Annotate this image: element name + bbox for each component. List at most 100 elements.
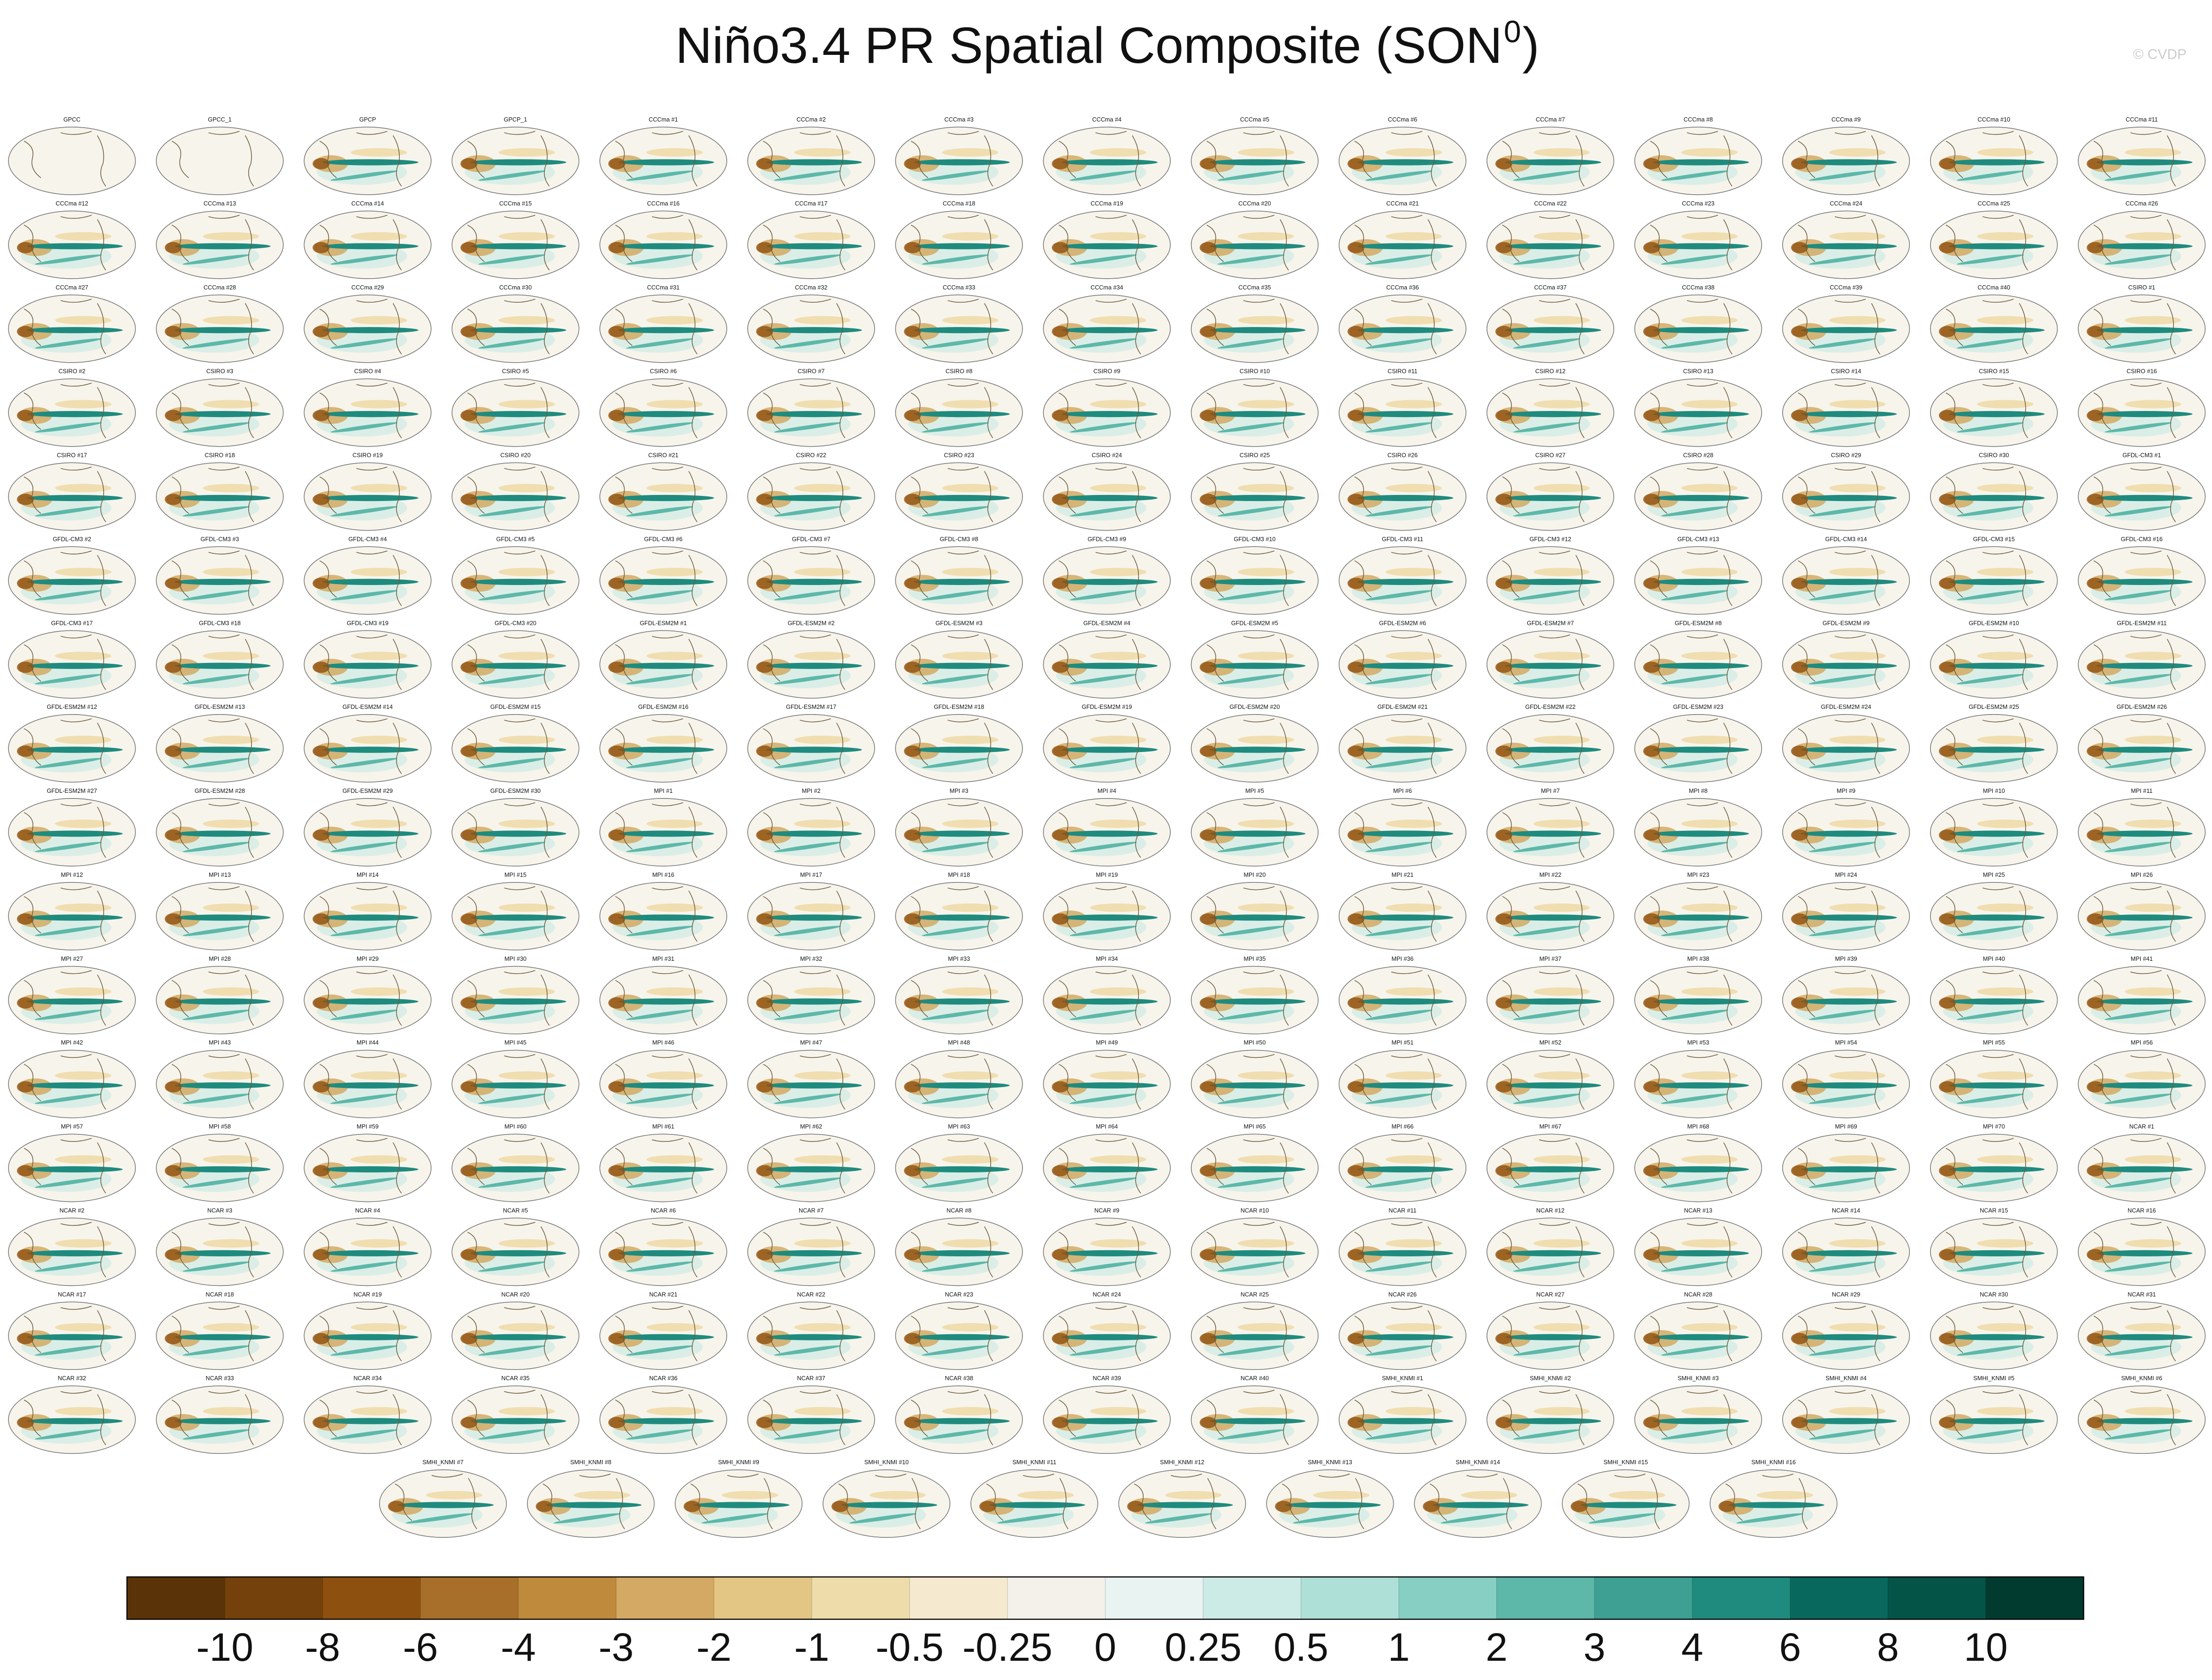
panel-title: CCCma #15 xyxy=(499,200,532,207)
teal-pattern xyxy=(1957,758,2024,768)
brown-pattern xyxy=(1237,232,1295,241)
brown-pattern xyxy=(1977,1407,2034,1416)
teal-pattern xyxy=(322,1334,419,1340)
brown-pattern xyxy=(203,1407,259,1416)
brown-pattern xyxy=(313,1417,330,1429)
panel-title: CCCma #21 xyxy=(1386,200,1419,207)
teal-pattern xyxy=(701,1513,769,1524)
brown-pattern xyxy=(1829,652,1886,661)
brown-pattern xyxy=(1423,1500,1440,1513)
map-border xyxy=(599,1049,727,1118)
panel-title: SMHI_KNMI #7 xyxy=(422,1459,464,1466)
brown-pattern xyxy=(1791,326,1808,337)
teal-pattern xyxy=(27,1250,123,1256)
map-panel: MPI #32 xyxy=(747,956,875,1034)
panel-title: MPI #67 xyxy=(1540,1124,1562,1130)
map-border xyxy=(1930,127,2058,195)
brown-pattern xyxy=(17,242,34,253)
map-border xyxy=(1930,1049,2058,1118)
map-border xyxy=(304,1049,432,1118)
coastline xyxy=(1206,634,1289,690)
brown-pattern xyxy=(2087,661,2104,673)
teal-pattern xyxy=(2105,1429,2172,1440)
teal-pattern xyxy=(626,506,694,517)
map-panel: MPI #33 xyxy=(895,956,1023,1034)
teal-pattern xyxy=(2097,1082,2193,1089)
panel-title: GFDL-CM3 #10 xyxy=(1234,536,1275,542)
map-panel: MPI #12 xyxy=(8,872,136,950)
coastline xyxy=(23,466,107,523)
coastline xyxy=(171,1306,254,1361)
brown-pattern xyxy=(794,1071,851,1080)
brown-pattern xyxy=(756,661,773,673)
brown-pattern xyxy=(756,326,773,337)
teal-pattern xyxy=(1069,1178,1137,1188)
teal-pattern xyxy=(175,494,271,502)
map-border xyxy=(304,462,432,531)
coastline xyxy=(763,634,846,690)
colorbar-label: 2 xyxy=(1486,1625,1508,1669)
teal-pattern xyxy=(470,914,566,921)
brown-pattern xyxy=(351,484,407,493)
teal-pattern xyxy=(618,830,714,837)
brown-pattern xyxy=(1052,242,1069,253)
teal-pattern xyxy=(626,1345,694,1356)
teal-pattern xyxy=(1505,327,1602,334)
map-panel: NCAR #26 xyxy=(1338,1291,1466,1370)
panel-title: NCAR #13 xyxy=(1684,1208,1712,1214)
brown-pattern xyxy=(1681,484,1738,493)
panel-title: GFDL-ESM2M #12 xyxy=(47,704,97,710)
map-panel: CCCma #40 xyxy=(1930,284,2058,363)
panel-title: MPI #63 xyxy=(948,1124,970,1130)
map-border xyxy=(823,1469,951,1538)
teal-pattern xyxy=(1061,243,1158,250)
brown-pattern xyxy=(942,1071,999,1080)
panel-title: CSIRO #8 xyxy=(946,368,972,375)
teal-pattern xyxy=(2097,998,2193,1005)
brown-pattern xyxy=(203,1071,259,1080)
map-panel: SMHI_KNMI #1 xyxy=(1338,1375,1466,1454)
brown-pattern xyxy=(1681,903,1738,912)
brown-pattern xyxy=(1052,1249,1069,1261)
teal-pattern xyxy=(478,170,546,181)
teal-pattern xyxy=(322,410,419,418)
teal-pattern xyxy=(1513,170,1580,181)
brown-pattern xyxy=(1533,652,1590,661)
coastline xyxy=(1502,634,1585,690)
colorbar-box xyxy=(1105,1577,1204,1619)
panel-title: MPI #36 xyxy=(1391,956,1413,962)
brown-pattern xyxy=(904,410,921,421)
panel-title: CCCma #24 xyxy=(1830,200,1862,207)
coastline xyxy=(171,298,254,355)
brown-pattern xyxy=(1533,148,1590,157)
panel-title: GFDL-ESM2M #7 xyxy=(1527,620,1574,626)
teal-pattern xyxy=(2105,590,2172,601)
map-panel: CCCma #10 xyxy=(1930,116,2058,195)
map-panel: CCCma #29 xyxy=(304,284,432,363)
map-panel: CCCma #32 xyxy=(747,284,875,363)
map-panel: MPI #1 xyxy=(599,788,727,867)
brown-pattern xyxy=(1681,736,1738,745)
map-panel: MPI #16 xyxy=(599,872,727,950)
teal-pattern xyxy=(35,1261,102,1272)
coastline xyxy=(1206,1390,1289,1445)
panel-title: MPI #7 xyxy=(1541,788,1560,794)
brown-pattern xyxy=(1977,400,2034,409)
coastline xyxy=(2093,382,2176,439)
map-panel: CSIRO #1 xyxy=(2078,284,2206,363)
teal-pattern xyxy=(2097,327,2193,334)
brown-pattern xyxy=(1237,1155,1295,1164)
panel-title: SMHI_KNMI #13 xyxy=(1308,1459,1352,1466)
brown-pattern xyxy=(1938,158,1956,169)
coastline xyxy=(1206,298,1289,355)
coastline xyxy=(911,970,993,1026)
panel-title: GFDL-CM3 #9 xyxy=(1088,536,1126,542)
map-panel: CCCma #1 xyxy=(599,116,727,195)
map-panel: MPI #29 xyxy=(304,956,432,1034)
map-border xyxy=(599,1217,727,1286)
teal-pattern xyxy=(478,926,546,936)
colorbar-label: -10 xyxy=(196,1625,253,1669)
brown-pattern xyxy=(1237,903,1295,912)
colorbar-label: -0.5 xyxy=(876,1625,944,1669)
coastline xyxy=(615,886,698,942)
